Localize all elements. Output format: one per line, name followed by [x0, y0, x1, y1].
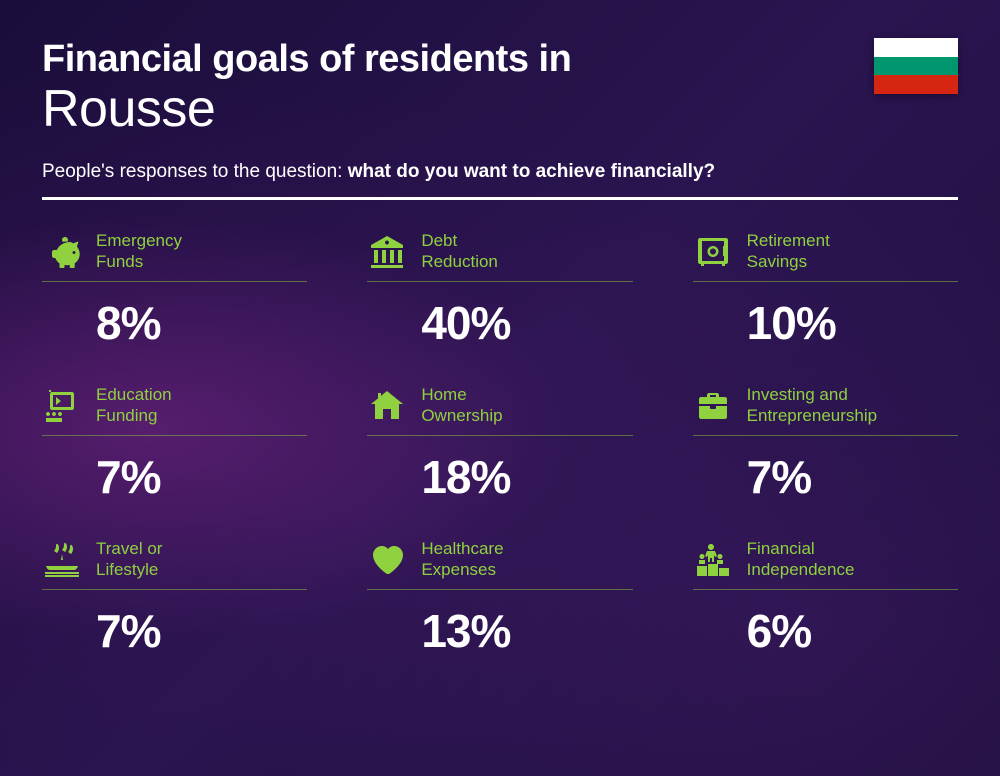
- goal-label-line2: Funds: [96, 252, 143, 271]
- flag-bulgaria: [874, 38, 958, 94]
- goal-label-line1: Healthcare: [421, 539, 503, 558]
- goal-label: Travel or Lifestyle: [96, 539, 162, 580]
- home-icon: [367, 386, 407, 426]
- goal-label: Emergency Funds: [96, 231, 182, 272]
- flag-stripe-3: [874, 75, 958, 94]
- goal-percent: 18%: [367, 450, 632, 504]
- goal-head: Travel or Lifestyle: [42, 538, 307, 590]
- goal-label-line2: Reduction: [421, 252, 498, 271]
- goal-label-line2: Entrepreneurship: [747, 406, 877, 425]
- goal-label: Financial Independence: [747, 539, 855, 580]
- goal-label-line1: Education: [96, 385, 172, 404]
- goal-percent: 10%: [693, 296, 958, 350]
- goal-label-line2: Funding: [96, 406, 157, 425]
- goal-item: Home Ownership 18%: [367, 384, 632, 504]
- flag-stripe-2: [874, 57, 958, 76]
- goal-item: Emergency Funds 8%: [42, 230, 307, 350]
- goal-label-line2: Savings: [747, 252, 807, 271]
- goal-label: Investing and Entrepreneurship: [747, 385, 877, 426]
- goal-percent: 40%: [367, 296, 632, 350]
- goal-label-line2: Lifestyle: [96, 560, 158, 579]
- goal-label: Retirement Savings: [747, 231, 830, 272]
- goal-percent: 7%: [42, 604, 307, 658]
- health-icon: [367, 540, 407, 580]
- goal-label-line1: Emergency: [96, 231, 182, 250]
- goal-label: Debt Reduction: [421, 231, 498, 272]
- goal-label: Home Ownership: [421, 385, 502, 426]
- goal-percent: 13%: [367, 604, 632, 658]
- goal-label-line1: Investing and: [747, 385, 848, 404]
- goal-label-line1: Home: [421, 385, 466, 404]
- goal-head: Investing and Entrepreneurship: [693, 384, 958, 436]
- goal-item: Education Funding 7%: [42, 384, 307, 504]
- goal-head: Debt Reduction: [367, 230, 632, 282]
- header-divider: [42, 197, 958, 200]
- goal-item: Healthcare Expenses 13%: [367, 538, 632, 658]
- goal-label-line2: Independence: [747, 560, 855, 579]
- goal-head: Emergency Funds: [42, 230, 307, 282]
- flag-stripe-1: [874, 38, 958, 57]
- goal-head: Education Funding: [42, 384, 307, 436]
- title-prefix: Financial goals of residents in: [42, 38, 958, 81]
- goal-label-line1: Travel or: [96, 539, 162, 558]
- education-icon: [42, 386, 82, 426]
- goal-label-line1: Retirement: [747, 231, 830, 250]
- goal-head: Home Ownership: [367, 384, 632, 436]
- goal-label: Healthcare Expenses: [421, 539, 503, 580]
- header: Financial goals of residents in Rousse P…: [42, 38, 958, 200]
- subtitle-lead: People's responses to the question:: [42, 161, 348, 182]
- goal-label-line1: Financial: [747, 539, 815, 558]
- goal-percent: 7%: [42, 450, 307, 504]
- title-city: Rousse: [42, 79, 958, 139]
- goal-label-line1: Debt: [421, 231, 457, 250]
- travel-icon: [42, 540, 82, 580]
- podium-icon: [693, 540, 733, 580]
- goal-item: Investing and Entrepreneurship 7%: [693, 384, 958, 504]
- bank-icon: [367, 232, 407, 272]
- goals-grid: Emergency Funds 8% Debt Reduction 40% Retireme…: [42, 230, 958, 658]
- goal-label-line2: Expenses: [421, 560, 496, 579]
- safe-icon: [693, 232, 733, 272]
- goal-item: Travel or Lifestyle 7%: [42, 538, 307, 658]
- goal-head: Healthcare Expenses: [367, 538, 632, 590]
- goal-label: Education Funding: [96, 385, 172, 426]
- goal-percent: 6%: [693, 604, 958, 658]
- goal-head: Financial Independence: [693, 538, 958, 590]
- goal-label-line2: Ownership: [421, 406, 502, 425]
- subtitle-question: what do you want to achieve financially?: [348, 161, 715, 182]
- piggy-icon: [42, 232, 82, 272]
- goal-percent: 7%: [693, 450, 958, 504]
- goal-percent: 8%: [42, 296, 307, 350]
- goal-item: Retirement Savings 10%: [693, 230, 958, 350]
- subtitle: People's responses to the question: what…: [42, 161, 958, 183]
- briefcase-icon: [693, 386, 733, 426]
- goal-item: Debt Reduction 40%: [367, 230, 632, 350]
- goal-head: Retirement Savings: [693, 230, 958, 282]
- goal-item: Financial Independence 6%: [693, 538, 958, 658]
